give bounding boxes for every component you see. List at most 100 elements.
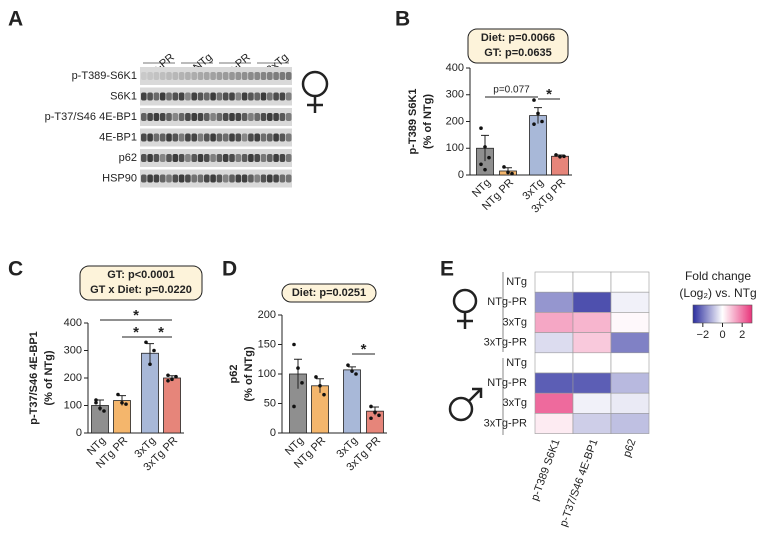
blot-band bbox=[267, 154, 273, 162]
blot-band bbox=[273, 154, 279, 162]
data-point bbox=[377, 413, 381, 418]
blot-band bbox=[210, 113, 216, 121]
blot-band bbox=[222, 133, 229, 142]
row-label: NTg bbox=[506, 357, 527, 369]
blot-band bbox=[166, 113, 172, 121]
blot-band bbox=[178, 174, 185, 183]
blot-band bbox=[229, 92, 235, 101]
colorbar-tick-label: 0 bbox=[719, 329, 725, 341]
data-point bbox=[532, 122, 536, 126]
blot-band bbox=[279, 154, 286, 162]
heatmap-cell bbox=[572, 312, 612, 333]
blot-band bbox=[235, 133, 242, 142]
blot-band bbox=[159, 113, 166, 121]
blot-band bbox=[285, 92, 292, 101]
blot-band bbox=[235, 154, 242, 162]
panel-letter: C bbox=[8, 258, 23, 281]
heatmap-cell bbox=[572, 413, 612, 434]
y-axis-label: (% of NTg) bbox=[43, 350, 55, 405]
blot-band bbox=[279, 72, 286, 80]
data-point bbox=[479, 126, 483, 130]
blot-band bbox=[166, 154, 172, 162]
colorbar bbox=[692, 304, 753, 324]
y-tick-label: 200 bbox=[446, 115, 464, 127]
blot-band bbox=[267, 72, 273, 80]
y-tick-label: 150 bbox=[258, 338, 276, 350]
blot-band bbox=[216, 72, 223, 80]
heatmap-cell bbox=[572, 352, 612, 374]
y-tick-label: 200 bbox=[258, 309, 276, 321]
data-point bbox=[483, 167, 487, 172]
row-label: 4E-BP1 bbox=[99, 131, 137, 143]
y-tick-label: 100 bbox=[64, 399, 82, 411]
data-point bbox=[116, 392, 120, 397]
data-point bbox=[373, 410, 377, 415]
row-label: NTg-PR bbox=[487, 296, 527, 308]
blot-band bbox=[153, 133, 160, 142]
heatmap-cell bbox=[534, 372, 574, 394]
blot-band bbox=[178, 154, 185, 162]
data-point bbox=[536, 111, 540, 116]
blot-band bbox=[248, 133, 254, 142]
data-point bbox=[124, 402, 128, 406]
blot-band bbox=[147, 133, 153, 142]
row-label: 3xTg-PR bbox=[484, 337, 527, 349]
blot-strip bbox=[140, 169, 292, 188]
blot-band bbox=[147, 113, 153, 121]
blot-band bbox=[254, 92, 260, 101]
data-point bbox=[532, 98, 536, 102]
data-point bbox=[166, 378, 170, 383]
blot-band bbox=[248, 92, 254, 101]
data-point bbox=[94, 400, 98, 405]
blot-band bbox=[285, 113, 292, 121]
row-label: NTg-PR bbox=[487, 377, 527, 389]
annotation: * bbox=[133, 324, 139, 341]
blot-band bbox=[191, 133, 197, 142]
blot-band bbox=[279, 133, 286, 142]
blot-band bbox=[267, 113, 273, 121]
error-bar bbox=[294, 358, 302, 389]
data-point bbox=[318, 384, 322, 388]
blot-band bbox=[141, 72, 147, 80]
blot-band bbox=[229, 154, 235, 162]
y-tick-label: 300 bbox=[446, 89, 464, 101]
blot-band bbox=[216, 133, 223, 142]
stats-text: GT: p<0.0001 bbox=[107, 269, 175, 281]
colorbar-title: Fold change bbox=[685, 269, 751, 283]
heatmap-cell bbox=[572, 372, 612, 394]
blot-band bbox=[254, 72, 260, 80]
y-tick-label: 100 bbox=[446, 142, 464, 154]
blot-band bbox=[241, 154, 248, 162]
heatmap-cell bbox=[534, 352, 574, 374]
blot-band bbox=[191, 154, 197, 162]
blot-band bbox=[248, 154, 254, 162]
heatmap-cell bbox=[572, 332, 612, 354]
data-point bbox=[369, 404, 373, 409]
colorbar-tick-label: −2 bbox=[697, 329, 710, 341]
blot-band bbox=[254, 174, 260, 183]
female-symbol bbox=[301, 70, 478, 329]
annotation: * bbox=[361, 341, 367, 358]
data-point bbox=[292, 342, 296, 347]
blot-strip bbox=[140, 149, 292, 167]
blot-band bbox=[185, 92, 191, 101]
row-label: p62 bbox=[119, 152, 137, 164]
panel-letter: B bbox=[395, 8, 410, 31]
data-point bbox=[558, 155, 562, 159]
blot-band bbox=[191, 92, 197, 101]
error-bar bbox=[534, 107, 542, 124]
blot-band bbox=[172, 133, 179, 142]
heatmap-cell bbox=[610, 291, 650, 313]
blot-band bbox=[254, 133, 260, 142]
y-tick-label: 400 bbox=[446, 62, 464, 74]
row-label: 3xTg bbox=[503, 316, 527, 328]
blot-band bbox=[285, 174, 292, 183]
blot-band bbox=[273, 113, 279, 121]
data-point bbox=[540, 119, 544, 124]
blot-band bbox=[172, 174, 179, 183]
bar bbox=[551, 155, 569, 176]
y-axis-label: p-T37/S46 4E-BP1 bbox=[28, 331, 40, 425]
blot-band bbox=[178, 92, 185, 101]
blot-band bbox=[241, 72, 248, 80]
blot-band bbox=[159, 92, 166, 101]
